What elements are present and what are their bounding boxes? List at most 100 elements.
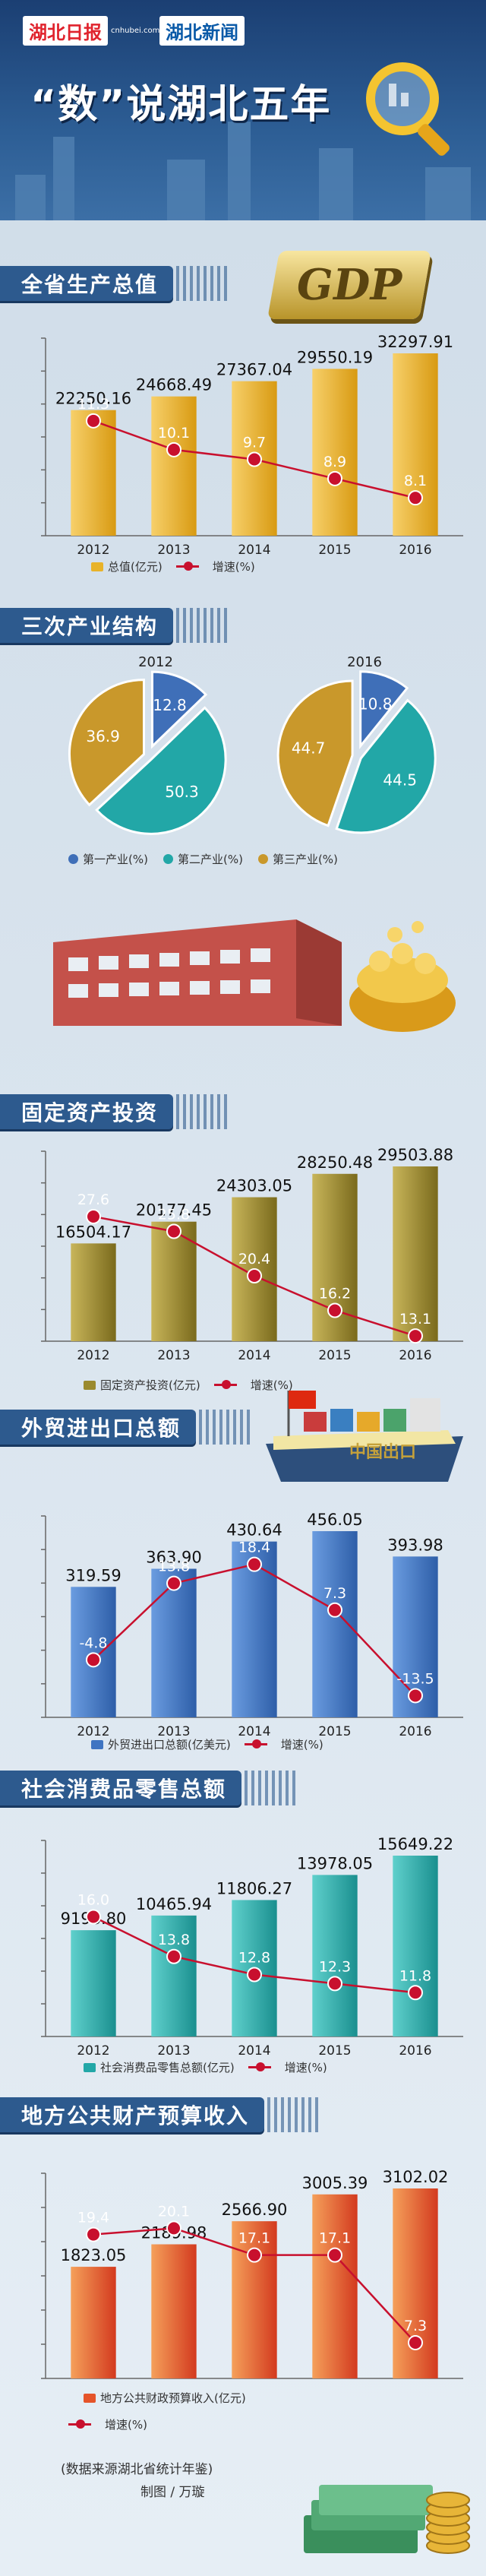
bar-value-label: 11806.27	[216, 1879, 292, 1897]
growth-rate-label: -4.8	[79, 1635, 107, 1651]
skyline-building	[319, 148, 353, 220]
pie-value-label: 44.7	[292, 739, 326, 757]
section-title-investment-label: 固定资产投资	[0, 1094, 174, 1129]
x-tick-label: 2015	[318, 2043, 351, 2059]
bar-value-label: 363.90	[146, 1549, 201, 1567]
pie-slice-2012-2	[95, 706, 227, 835]
legend-swatch-line	[175, 562, 199, 571]
growth-rate-label: 11.8	[399, 1967, 431, 1984]
growth-rate-label: 11.3	[77, 396, 109, 413]
x-tick-label: 2016	[399, 2385, 431, 2386]
x-tick-label: 2016	[399, 543, 431, 558]
growth-rate-point	[166, 441, 181, 457]
growth-rate-point	[247, 2247, 262, 2263]
growth-rate-point	[327, 470, 342, 486]
legend-swatch-primary	[68, 854, 78, 864]
growth-rate-label: 19.4	[77, 2210, 109, 2226]
pie-slice-2012-1	[150, 670, 208, 749]
legend-revenue-line: 增速(%)	[68, 2416, 147, 2432]
bar-value-label: 20177.45	[136, 1201, 212, 1220]
growth-rate-point	[86, 1209, 101, 1224]
section-title-trade: 外贸进出口总额	[0, 1410, 253, 1445]
title-stripes	[267, 2097, 321, 2132]
legend-label-line: 增速(%)	[284, 2061, 327, 2074]
bar-value-label: 393.98	[387, 1536, 443, 1554]
x-tick-label: 2014	[238, 1724, 270, 1736]
bar-value-label: 3005.39	[302, 2174, 368, 2192]
bar-value-label: 29550.19	[297, 348, 373, 366]
legend-investment: 固定资产投资(亿元) 增速(%)	[84, 1377, 293, 1393]
x-tick-label: 2012	[77, 1724, 109, 1736]
legend-swatch-secondary	[163, 854, 173, 864]
growth-rate-point	[166, 1948, 181, 1964]
pie-slice-2016-3	[276, 679, 354, 828]
title-stripes	[176, 1094, 230, 1129]
x-tick-label: 2012	[77, 2043, 109, 2059]
logo-hubei-daily: 湖北日报 cnhubei.com	[23, 15, 159, 46]
legend-label-line: 增速(%)	[280, 1738, 323, 1752]
x-tick-label: 2012	[77, 1348, 109, 1363]
bar-trade-2013	[151, 1568, 197, 1717]
x-tick-label: 2015	[318, 543, 351, 558]
growth-rate-label: 13.8	[158, 1559, 190, 1575]
bar-value-label: 15649.22	[377, 1835, 453, 1853]
growth-rate-point	[247, 1268, 262, 1283]
growth-rate-label: 9.7	[243, 435, 266, 451]
header-banner: 湖北日报 cnhubei.com 湖北新闻 “数”说湖北五年	[0, 0, 486, 220]
skyline-building	[167, 160, 205, 220]
legend-label-line: 增速(%)	[250, 1378, 293, 1392]
legend-label-bar: 社会消费品零售总额(亿元)	[100, 2061, 235, 2074]
growth-rate-point	[247, 1556, 262, 1572]
growth-rate-point	[166, 1223, 181, 1239]
bar-value-label: 32297.91	[377, 333, 453, 351]
section-title-investment: 固定资产投资	[0, 1094, 230, 1129]
title-stripes	[176, 608, 230, 643]
legend-swatch-bar	[84, 2062, 96, 2072]
bar-trade-2012	[71, 1587, 116, 1717]
legend-swatch-bar	[84, 1380, 96, 1390]
section-title-revenue: 地方公共财产预算收入	[0, 2097, 321, 2132]
growth-rate-point	[86, 1652, 101, 1668]
bar-value-label: 1823.05	[61, 2246, 127, 2264]
gdp-badge-text: GDP	[292, 260, 407, 310]
chart-retail: 9196.80201210465.94201311806.27201413978…	[41, 1835, 463, 2059]
growth-rate-label: 8.1	[404, 473, 427, 489]
growth-rate-point	[247, 1967, 262, 1983]
x-tick-label: 2013	[157, 2385, 190, 2386]
growth-rate-point	[327, 1976, 342, 1992]
pie-slice-2012-3	[68, 679, 146, 807]
pie-value-label: 50.3	[165, 783, 199, 801]
legend-label-secondary: 第二产业(%)	[177, 853, 243, 866]
bar-value-label: 16504.17	[55, 1223, 131, 1241]
section-title-gdp: 全省生产总值	[0, 266, 230, 301]
growth-rate-point	[408, 2334, 423, 2350]
skyline-building	[425, 167, 471, 220]
x-tick-label: 2014	[238, 2043, 270, 2059]
skyline-building	[228, 122, 251, 220]
bar-value-label: 319.59	[65, 1566, 121, 1584]
growth-rate-point	[247, 451, 262, 467]
legend-retail: 社会消费品零售总额(亿元) 增速(%)	[84, 2059, 327, 2075]
growth-rate-point	[408, 1328, 423, 1344]
chart-gdp: 22250.16 2012 24668.49 2013 27367.04 2014 2955…	[41, 333, 463, 558]
bar-gdp-2012	[71, 410, 116, 536]
bar-retail-2015	[312, 1875, 358, 2036]
pie-value-label: 44.5	[383, 771, 417, 789]
chart-investment: 16504.17 2012 20177.45 2013 24303.05 2014 2825…	[41, 1146, 463, 1363]
legend-swatch-bar	[91, 562, 103, 571]
growth-rate-point	[327, 1602, 342, 1618]
bar-trade-2015	[312, 1531, 358, 1717]
growth-rate-label: 25.8	[158, 1207, 190, 1223]
growth-rate-label: 13.1	[399, 1311, 431, 1328]
growth-rate-point	[327, 1302, 342, 1318]
growth-rate-label: 10.1	[158, 425, 190, 441]
bar-investment-2012	[71, 1243, 116, 1341]
x-tick-label: 2014	[238, 1348, 270, 1363]
x-tick-label: 2016	[399, 2043, 431, 2059]
bar-value-label: 456.05	[307, 1511, 362, 1529]
x-tick-label: 2015	[318, 1724, 351, 1736]
chart-structure: 2012 12.8 50.3 36.9 2016 10.8 44.5 44.7	[68, 654, 437, 835]
legend-structure: 第一产业(%) 第二产业(%) 第三产业(%)	[68, 851, 338, 867]
title-stripes	[176, 266, 230, 301]
